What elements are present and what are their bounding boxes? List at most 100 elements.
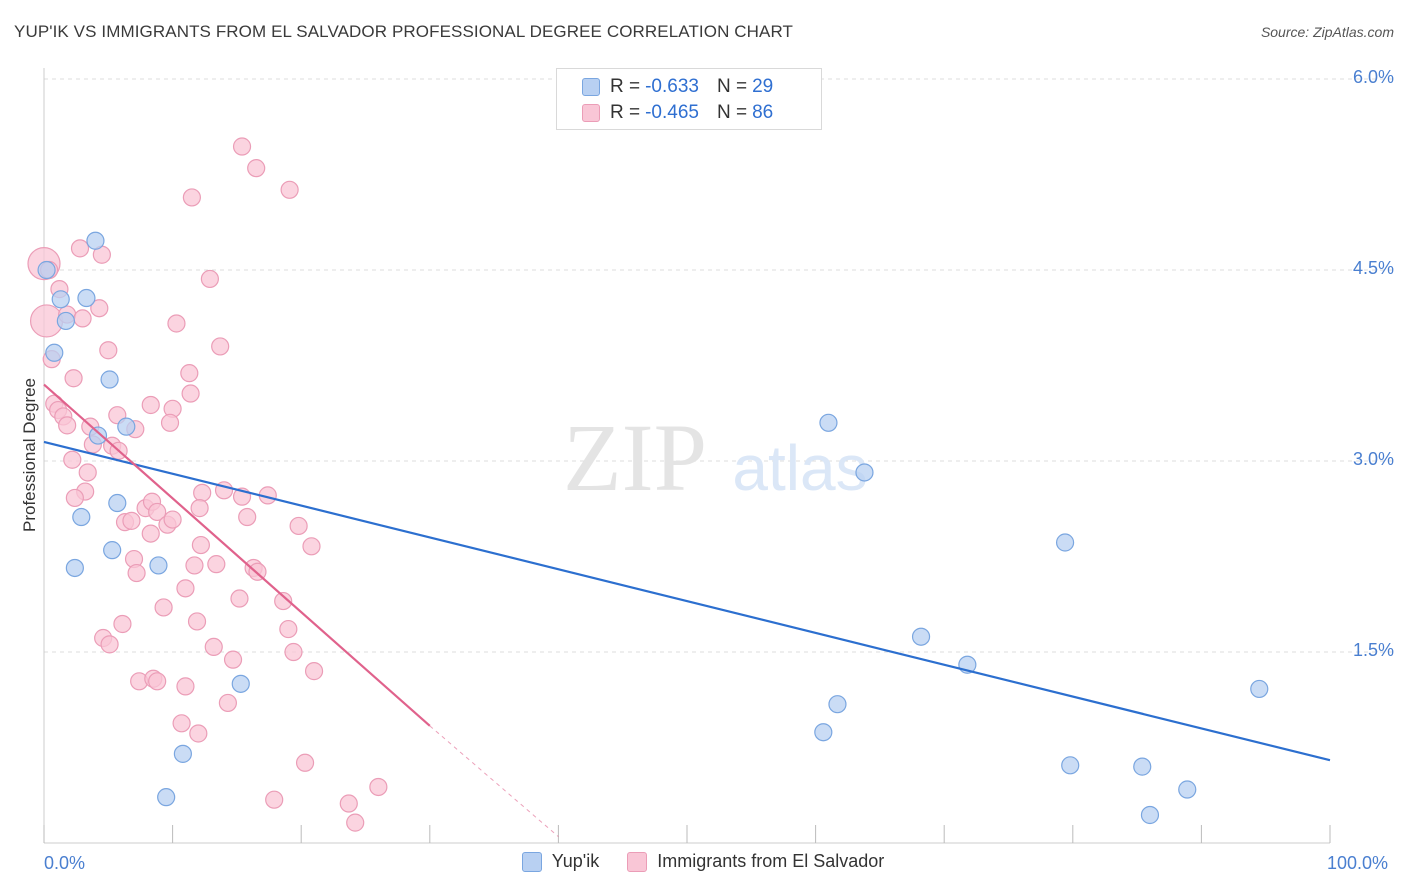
r-label: R = [610, 76, 641, 97]
salvador-point [232, 137, 252, 156]
salvador-point [200, 269, 219, 289]
yupik-point [77, 288, 96, 308]
yupik-points [37, 231, 1269, 825]
yupik-point [1178, 780, 1197, 799]
salvador-point [63, 450, 82, 469]
legend-item-yupik[interactable]: Yup'ik [521, 851, 600, 872]
yupik-point [1140, 805, 1160, 825]
yupik-point [814, 723, 833, 742]
salvador-point [122, 511, 141, 530]
salvador-point [302, 537, 321, 556]
yupik-point [103, 541, 122, 560]
yupik-point [173, 744, 192, 763]
salvador-point [185, 556, 204, 575]
n-label: N = [716, 102, 748, 123]
salvador-point [230, 589, 249, 608]
yupik-point [117, 417, 136, 436]
yupik-point [56, 311, 75, 331]
yupik-point [1055, 533, 1075, 552]
yupik-point [86, 231, 105, 250]
salvador-point [73, 309, 92, 328]
salvador-point [163, 510, 182, 529]
salvador-point [204, 637, 223, 657]
salvador-point [218, 693, 237, 713]
yupik-point [37, 260, 56, 280]
salvador-point [100, 635, 119, 654]
salvador-point [148, 672, 167, 691]
salvador-point [238, 507, 257, 527]
y-tick-label: 4.5% [1352, 258, 1394, 278]
salvador-point [127, 563, 146, 583]
salvador-point [247, 159, 266, 178]
salvador-point [223, 650, 243, 669]
yupik-point [88, 426, 108, 445]
salvador-n-value: 86 [752, 102, 774, 123]
salvador-legend-label: Immigrants from El Salvador [657, 851, 885, 871]
salvador-point [274, 591, 293, 611]
salvador-point [182, 188, 201, 207]
salvador-point [58, 416, 77, 435]
watermark: ZIP atlas [563, 404, 868, 511]
salvador-point [181, 384, 200, 403]
salvador-point [190, 499, 209, 518]
salvador-point [180, 364, 199, 383]
salvador-trend-line [43, 383, 431, 727]
salvador-swatch [582, 104, 600, 122]
salvador-point [289, 516, 308, 536]
x-tick-min: 0.0% [44, 853, 86, 873]
y-tick-label: 3.0% [1352, 449, 1394, 469]
r-label: R = [610, 102, 641, 123]
yupik-point [819, 413, 838, 432]
salvador-point [65, 488, 84, 508]
salvador-point [90, 299, 109, 318]
salvador-legend-swatch [627, 851, 648, 872]
salvador-point [113, 614, 132, 634]
legend-item-salvador[interactable]: Immigrants from El Salvador [627, 851, 884, 872]
yupik-point [157, 788, 176, 807]
x-tick-max: 100.0% [1327, 853, 1389, 873]
salvador-point [211, 337, 230, 356]
yupik-point [1250, 679, 1269, 699]
yupik-point [45, 343, 64, 362]
yupik-n-value: 29 [752, 76, 774, 97]
salvador-point [339, 794, 358, 813]
n-label: N = [716, 76, 748, 97]
salvador-point [193, 483, 212, 502]
yupik-point [51, 290, 70, 309]
salvador-point [64, 369, 83, 388]
salvador-point [346, 813, 365, 832]
yupik-legend-swatch [521, 851, 542, 872]
yupik-legend-label: Yup'ik [551, 851, 600, 871]
salvador-point [191, 535, 210, 555]
salvador-point [280, 180, 299, 199]
trend-lines [43, 383, 1331, 838]
source-credit: Source: ZipAtlas.com [1260, 24, 1394, 40]
salvador-point [160, 413, 180, 432]
axes [43, 68, 1331, 844]
yupik-point [1061, 756, 1080, 775]
yupik-swatch [582, 78, 600, 96]
salvador-point [207, 555, 226, 574]
yupik-point [911, 627, 931, 646]
salvador-point [167, 314, 186, 333]
watermark-zip: ZIP [563, 404, 707, 511]
chart-title: YUP'IK VS IMMIGRANTS FROM EL SALVADOR PR… [14, 22, 794, 41]
watermark-atlas: atlas [732, 432, 867, 504]
yupik-point [231, 674, 250, 693]
salvador-point [141, 524, 160, 543]
salvador-points [27, 137, 388, 832]
yupik-point [72, 507, 91, 527]
yupik-point [1133, 757, 1152, 776]
yupik-r-value: -0.633 [645, 76, 699, 97]
yupik-point [65, 558, 84, 578]
salvador-point [189, 724, 208, 743]
salvador-point [265, 790, 284, 809]
yupik-point [108, 493, 127, 513]
yupik-point [149, 556, 168, 575]
legend-row-salvador: R = -0.465 N = 86 [557, 100, 773, 126]
salvador-point [279, 619, 298, 639]
series-legend: Yup'ik Immigrants from El Salvador [0, 851, 1406, 872]
salvador-point [148, 502, 167, 522]
salvador-point [176, 677, 195, 696]
salvador-point [99, 341, 118, 360]
